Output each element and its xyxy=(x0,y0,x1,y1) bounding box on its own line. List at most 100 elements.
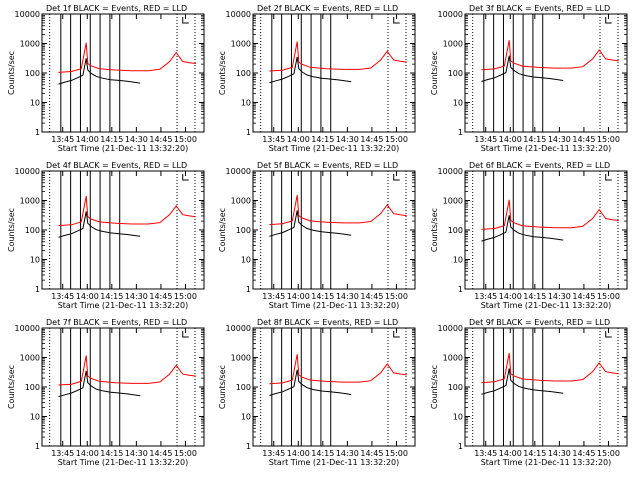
corner-bracket-mark xyxy=(605,174,612,181)
y-axis-label: Counts/sec xyxy=(7,51,16,95)
x-tick-label: 14:00 xyxy=(287,135,310,144)
plot-frame xyxy=(252,170,416,290)
x-tick-label: 14:15 xyxy=(523,449,546,458)
y-tick-label: 1000 xyxy=(231,40,251,49)
y-axis-label: Counts/sec xyxy=(7,208,16,252)
panel-title: Det 2f BLACK = Events, RED = LLD xyxy=(257,4,398,13)
panel-3: Det 3f BLACK = Events, RED = LLD 1 10 100 10… xyxy=(430,4,628,153)
y-axis-label: Counts/sec xyxy=(218,365,227,409)
x-tick-label: 14:30 xyxy=(336,292,359,301)
y-tick-label: 1 xyxy=(246,442,251,451)
y-tick-label: 10000 xyxy=(438,10,463,19)
events-series-line xyxy=(269,56,352,84)
x-tick-label: 14:00 xyxy=(499,292,522,301)
y-tick-label: 10 xyxy=(30,256,40,265)
y-tick-label: 1000 xyxy=(20,354,40,363)
y-tick-label: 1000 xyxy=(443,354,463,363)
lld-series-line xyxy=(481,40,619,71)
plot-frame xyxy=(464,13,628,133)
x-tick-label: 14:30 xyxy=(548,292,571,301)
plot-frame xyxy=(41,327,205,447)
x-tick-label: 13:45 xyxy=(262,449,285,458)
panel-5: Det 5f BLACK = Events, RED = LLD 1 10 100 10… xyxy=(218,161,416,310)
x-tick-label: 14:45 xyxy=(149,449,172,458)
x-axis-label: Start Time (21-Dec-11 13:32:20) xyxy=(269,458,400,467)
panel-9: Det 9f BLACK = Events, RED = LLD 1 10 100 10… xyxy=(430,318,628,467)
x-tick-label: 13:45 xyxy=(262,292,285,301)
events-series-line xyxy=(58,211,141,238)
y-axis-label: Counts/sec xyxy=(218,51,227,95)
y-tick-label: 1000 xyxy=(231,197,251,206)
x-axis-label: Start Time (21-Dec-11 13:32:20) xyxy=(481,301,612,310)
plot-frame xyxy=(464,327,628,447)
x-tick-label: 13:45 xyxy=(262,135,285,144)
x-tick-label: 15:00 xyxy=(174,135,197,144)
y-tick-label: 10 xyxy=(241,99,251,108)
plot-frame xyxy=(41,13,205,133)
x-tick-label: 14:45 xyxy=(360,135,383,144)
y-tick-label: 10 xyxy=(453,99,463,108)
y-tick-label: 100 xyxy=(236,226,251,235)
x-tick-label: 14:30 xyxy=(125,449,148,458)
x-axis-label: Start Time (21-Dec-11 13:32:20) xyxy=(269,144,400,153)
x-tick-label: 14:30 xyxy=(336,135,359,144)
x-tick-label: 15:00 xyxy=(174,292,197,301)
y-tick-label: 100 xyxy=(25,226,40,235)
panel-6: Det 6f BLACK = Events, RED = LLD 1 10 100 10… xyxy=(430,161,628,310)
y-tick-label: 1 xyxy=(458,128,463,137)
x-tick-label: 15:00 xyxy=(597,449,620,458)
x-tick-label: 14:15 xyxy=(311,292,334,301)
y-tick-label: 1 xyxy=(35,285,40,294)
y-tick-label: 10 xyxy=(453,256,463,265)
y-tick-label: 10 xyxy=(241,413,251,422)
y-tick-label: 10 xyxy=(30,413,40,422)
lld-series-line xyxy=(58,196,196,227)
panel-title: Det 7f BLACK = Events, RED = LLD xyxy=(46,318,187,327)
y-tick-label: 100 xyxy=(448,383,463,392)
x-tick-label: 14:00 xyxy=(287,292,310,301)
x-tick-label: 15:00 xyxy=(385,292,408,301)
y-tick-label: 1000 xyxy=(443,40,463,49)
x-tick-label: 14:15 xyxy=(523,292,546,301)
x-axis-label: Start Time (21-Dec-11 13:32:20) xyxy=(58,144,189,153)
plot-frame xyxy=(41,170,205,290)
y-tick-label: 1 xyxy=(246,285,251,294)
y-tick-label: 1 xyxy=(35,442,40,451)
events-series-line xyxy=(269,369,352,396)
y-tick-label: 100 xyxy=(448,69,463,78)
x-tick-label: 14:45 xyxy=(572,292,595,301)
x-tick-label: 14:45 xyxy=(572,135,595,144)
x-tick-label: 13:45 xyxy=(474,135,497,144)
y-tick-label: 1 xyxy=(246,128,251,137)
y-tick-label: 10000 xyxy=(226,167,251,176)
panel-title: Det 4f BLACK = Events, RED = LLD xyxy=(46,161,187,170)
x-tick-label: 15:00 xyxy=(597,135,620,144)
corner-bracket-mark xyxy=(393,174,400,181)
x-tick-label: 13:45 xyxy=(51,135,74,144)
x-tick-label: 13:45 xyxy=(474,292,497,301)
events-series-line xyxy=(481,368,564,395)
panel-1: Det 1f BLACK = Events, RED = LLD 1 10 100 10… xyxy=(7,4,205,153)
y-tick-label: 1000 xyxy=(20,197,40,206)
x-tick-label: 14:30 xyxy=(125,292,148,301)
y-tick-label: 10000 xyxy=(15,324,40,333)
y-tick-label: 100 xyxy=(25,69,40,78)
y-tick-label: 100 xyxy=(236,383,251,392)
x-tick-label: 14:30 xyxy=(125,135,148,144)
events-series-line xyxy=(58,370,141,398)
y-tick-label: 10000 xyxy=(226,10,251,19)
x-tick-label: 14:15 xyxy=(100,449,123,458)
panel-8: Det 8f BLACK = Events, RED = LLD 1 10 100 10… xyxy=(218,318,416,467)
corner-bracket-mark xyxy=(393,331,400,338)
y-tick-label: 10 xyxy=(30,99,40,108)
x-tick-label: 14:00 xyxy=(499,135,522,144)
panel-title: Det 1f BLACK = Events, RED = LLD xyxy=(46,4,187,13)
y-axis-label: Counts/sec xyxy=(218,208,227,252)
lld-series-line xyxy=(481,199,619,230)
x-tick-label: 13:45 xyxy=(51,292,74,301)
corner-bracket-mark xyxy=(182,17,189,24)
x-tick-label: 15:00 xyxy=(385,449,408,458)
plot-frame xyxy=(464,170,628,290)
panel-title: Det 9f BLACK = Events, RED = LLD xyxy=(469,318,610,327)
x-tick-label: 14:30 xyxy=(548,135,571,144)
